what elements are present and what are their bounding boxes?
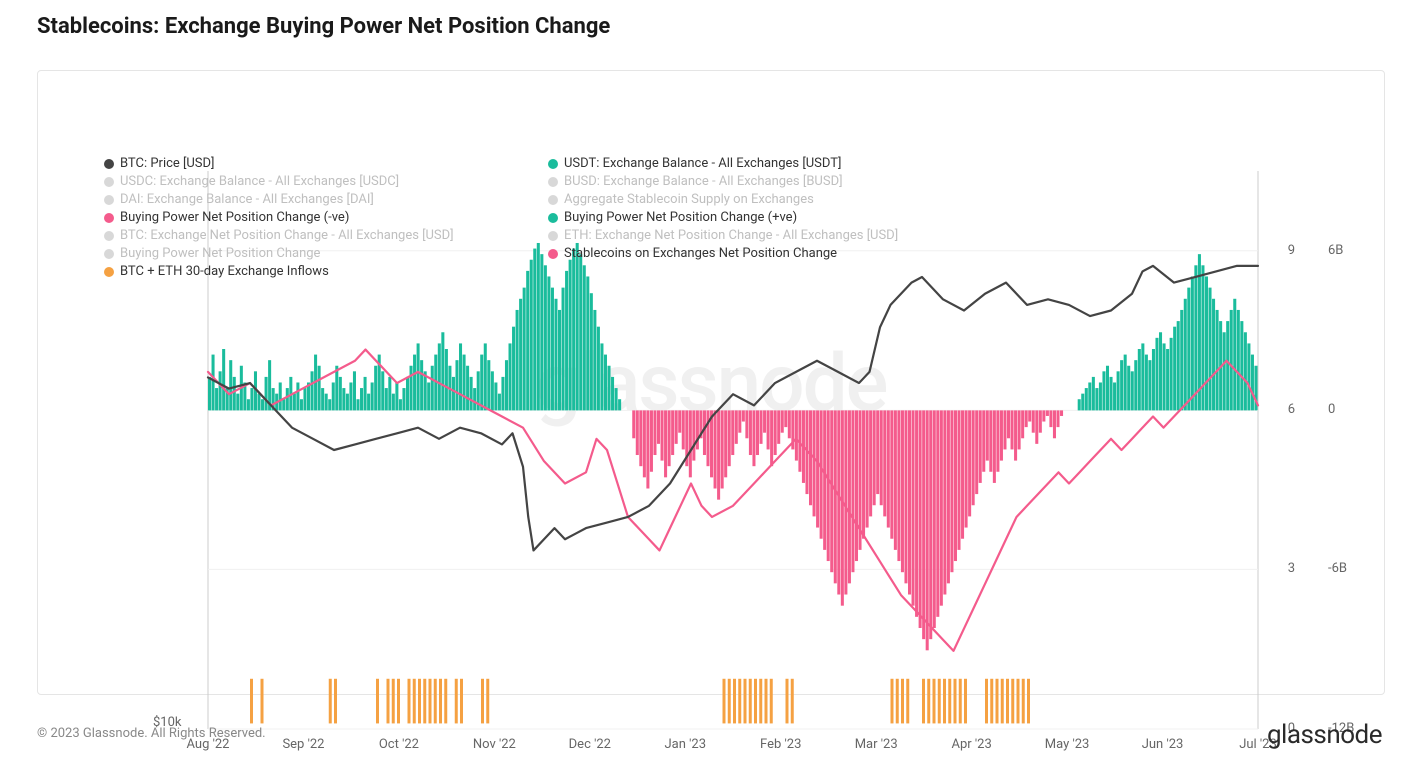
legend-dot [548,213,558,223]
y-right2-tick: 6B [1328,243,1378,258]
brand-logo: glassnode [1267,720,1382,750]
chart-box: glassnode BTC: Price [USD]USDC: Exchange… [37,70,1385,695]
x-tick-label: Feb '23 [760,737,801,752]
legend-label: Buying Power Net Position Change (-ve) [120,210,349,225]
legend-item[interactable]: Stablecoins on Exchanges Net Position Ch… [548,245,988,263]
x-tick-label: Nov '22 [473,737,516,752]
legend-dot [104,177,114,187]
legend-label: BUSD: Exchange Balance - All Exchanges [… [564,174,843,189]
legend-item[interactable]: BUSD: Exchange Balance - All Exchanges [… [548,173,988,191]
legend-item[interactable]: Aggregate Stablecoin Supply on Exchanges [548,191,988,209]
legend-dot [548,177,558,187]
x-tick-label: Apr '23 [951,737,991,752]
legend-dot [548,195,558,205]
y-right2-tick: 0 [1328,402,1378,417]
x-tick-label: Jan '23 [664,737,706,752]
legend-item[interactable]: Buying Power Net Position Change (-ve) [104,209,544,227]
legend-item[interactable]: DAI: Exchange Balance - All Exchanges [D… [104,191,544,209]
legend-label: Buying Power Net Position Change [120,246,320,261]
legend-item[interactable]: Buying Power Net Position Change [104,245,544,263]
legend-dot [548,231,558,241]
legend-dot [104,267,114,277]
legend-item[interactable]: USDT: Exchange Balance - All Exchanges [… [548,155,988,173]
x-tick-label: Oct '22 [379,737,419,752]
x-tick-label: Jun '23 [1142,737,1184,752]
legend-label: USDC: Exchange Balance - All Exchanges [… [120,174,399,189]
x-tick-label: May '23 [1045,737,1090,752]
legend-item[interactable]: BTC + ETH 30-day Exchange Inflows [104,263,544,281]
legend-item[interactable]: Buying Power Net Position Change (+ve) [548,209,988,227]
legend-item[interactable]: BTC: Exchange Net Position Change - All … [104,227,544,245]
legend-label: DAI: Exchange Balance - All Exchanges [D… [120,192,374,207]
legend-label: Stablecoins on Exchanges Net Position Ch… [564,246,837,261]
chart-container: Stablecoins: Exchange Buying Power Net P… [0,0,1422,772]
legend-dot [104,213,114,223]
legend-label: BTC: Price [USD] [120,156,215,171]
x-tick-label: Mar '23 [855,737,898,752]
x-tick-label: Sep '22 [282,737,324,752]
legend-label: Aggregate Stablecoin Supply on Exchanges [564,192,814,207]
legend-label: BTC: Exchange Net Position Change - All … [120,228,454,243]
legend-item[interactable]: ETH: Exchange Net Position Change - All … [548,227,988,245]
legend-label: USDT: Exchange Balance - All Exchanges [… [564,156,841,171]
legend-label: BTC + ETH 30-day Exchange Inflows [120,264,329,279]
y-right2-tick: -6B [1328,561,1378,576]
legend-dot [104,195,114,205]
legend-label: ETH: Exchange Net Position Change - All … [564,228,898,243]
legend-dot [104,159,114,169]
y-right1-tick: 9 [1265,243,1295,258]
legend-item[interactable]: BTC: Price [USD] [104,155,544,173]
legend-dot [104,249,114,259]
copyright: © 2023 Glassnode. All Rights Reserved. [37,726,266,741]
legend-dot [548,249,558,259]
x-tick-label: Dec '22 [569,737,611,752]
legend-label: Buying Power Net Position Change (+ve) [564,210,797,225]
legend-dot [548,159,558,169]
legend-dot [104,231,114,241]
legend-item[interactable]: USDC: Exchange Balance - All Exchanges [… [104,173,544,191]
y-right1-tick: 6 [1265,402,1295,417]
chart-title: Stablecoins: Exchange Buying Power Net P… [37,14,610,39]
y-right1-tick: 3 [1265,561,1295,576]
legend: BTC: Price [USD] USDC: Exchange Balance -… [104,155,1204,281]
